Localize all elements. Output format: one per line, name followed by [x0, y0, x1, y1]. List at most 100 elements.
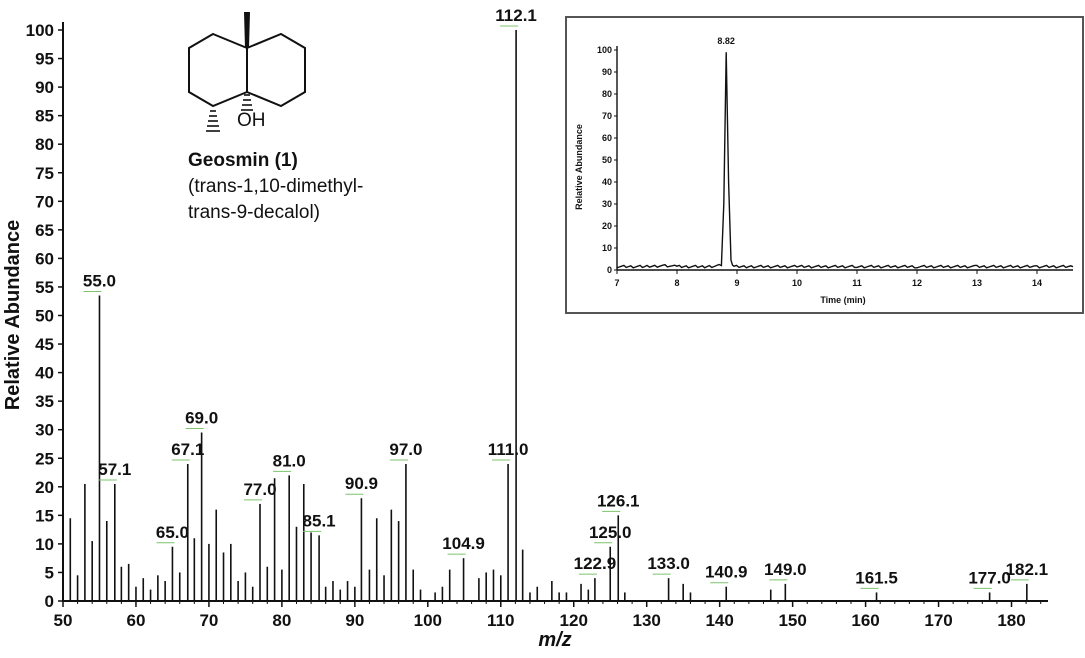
x-tick-label: 120 [560, 611, 588, 630]
inset-y-tick-label: 90 [602, 67, 612, 77]
inset-y-tick-label: 70 [602, 111, 612, 121]
peak-label: 55.0 [83, 272, 116, 291]
inset-y-tick-label: 0 [607, 265, 612, 275]
x-tick-label: 80 [272, 611, 291, 630]
inset-axes: 0 10 20 30 40 50 60 70 80 90 100 7 8 9 10 11 12 13 14 [597, 45, 1073, 288]
y-tick-label: 25 [35, 449, 54, 468]
peak-label: 97.0 [389, 440, 422, 459]
peak-label: 69.0 [185, 409, 218, 428]
peak-label: 111.0 [488, 440, 529, 459]
peak-label: 140.9 [705, 563, 748, 582]
hashed-bond-methyl [206, 110, 220, 132]
peak-label: 182.1 [1006, 560, 1049, 579]
inset-frame [565, 16, 1084, 314]
spectrum-peaks [69, 30, 1028, 601]
x-tick-label: 160 [851, 611, 879, 630]
inset-x-axis-label: Time (min) [820, 295, 865, 305]
y-tick-label: 15 [35, 506, 54, 525]
y-tick-label: 0 [45, 592, 54, 611]
x-tick-label: 60 [127, 611, 146, 630]
y-tick-label: 70 [35, 192, 54, 211]
main-axes: 0510152025303540455055606570758085909510… [26, 21, 1048, 630]
compound-name: Geosmin (1) [188, 150, 298, 171]
y-tick-label: 55 [35, 278, 54, 297]
peak-label: 112.1 [495, 6, 537, 25]
peak-label: 104.9 [442, 534, 485, 553]
y-tick-label: 75 [35, 164, 54, 183]
x-tick-label: 50 [54, 611, 73, 630]
inset-x-tick-label: 8 [674, 278, 679, 288]
inset-x-tick-label: 11 [852, 278, 862, 288]
inset-x-tick-label: 9 [734, 278, 739, 288]
x-tick-label: 90 [345, 611, 364, 630]
x-tick-label: 110 [487, 611, 514, 630]
inset-x-tick-label: 7 [614, 278, 619, 288]
inset-x-tick-label: 10 [792, 278, 802, 288]
y-tick-label: 65 [35, 221, 54, 240]
peak-label: 126.1 [597, 491, 640, 510]
peak-labels: 55.0 57.1 65.0 67.1 69.0 77.0 81.0 85.1 90.9 97.0… [83, 6, 1049, 589]
compound-iupac-line2: trans-9-decalol) [188, 202, 320, 223]
peak-label: 125.0 [589, 523, 632, 542]
geosmin-structure [188, 12, 306, 132]
peak-label: 57.1 [98, 460, 131, 479]
peak-label: 161.5 [855, 568, 898, 587]
peak-label: 90.9 [345, 474, 378, 493]
inset-y-tick-label: 100 [597, 45, 612, 55]
retention-time-label: 8.82 [717, 36, 735, 46]
peak-label: 67.1 [171, 440, 204, 459]
inset-y-axis-label: Relative Abundance [574, 124, 584, 210]
chromatogram-trace [616, 52, 1074, 269]
x-axis-label: m/z [538, 629, 571, 651]
inset-y-tick-label: 40 [602, 177, 612, 187]
x-tick-label: 130 [633, 611, 661, 630]
x-tick-label: 180 [997, 611, 1025, 630]
inset-y-tick-label: 60 [602, 133, 612, 143]
y-tick-label: 5 [45, 563, 54, 582]
y-tick-label: 20 [35, 478, 54, 497]
peak-label: 177.0 [968, 568, 1011, 587]
y-tick-label: 30 [35, 421, 54, 440]
oh-label: OH [237, 110, 266, 131]
wedge-bond [244, 12, 250, 48]
x-tick-label: 170 [924, 611, 952, 630]
peak-label: 77.0 [243, 480, 276, 499]
inset-y-tick-label: 10 [602, 243, 612, 253]
chromatogram-inset: 0 10 20 30 40 50 60 70 80 90 100 7 8 9 10 11 12 13 14 8.82… [565, 16, 1084, 314]
peak-label: 85.1 [303, 511, 336, 530]
peak-label: 65.0 [156, 523, 189, 542]
peak-label: 122.9 [574, 554, 617, 573]
inset-y-tick-label: 30 [602, 199, 612, 209]
inset-x-tick-label: 14 [1032, 278, 1042, 288]
hashed-bond-oh [241, 94, 253, 111]
y-tick-label: 95 [35, 50, 54, 69]
inset-y-tick-label: 80 [602, 89, 612, 99]
y-tick-label: 45 [35, 335, 54, 354]
y-tick-label: 10 [35, 535, 54, 554]
y-tick-label: 60 [35, 249, 54, 268]
x-tick-label: 70 [199, 611, 218, 630]
y-tick-label: 85 [35, 107, 54, 126]
y-tick-label: 90 [35, 78, 54, 97]
inset-y-tick-label: 50 [602, 155, 612, 165]
mass-spectrum-chart: 0510152025303540455055606570758085909510… [2, 6, 1048, 651]
y-tick-label: 40 [35, 364, 54, 383]
y-tick-label: 80 [35, 135, 54, 154]
x-tick-label: 100 [414, 611, 442, 630]
y-tick-label: 35 [35, 392, 54, 411]
left-ring [188, 32, 248, 108]
peak-label: 149.0 [764, 560, 807, 579]
x-tick-label: 150 [778, 611, 806, 630]
inset-y-tick-label: 20 [602, 221, 612, 231]
peak-label: 133.0 [647, 554, 690, 573]
inset-x-tick-label: 12 [912, 278, 922, 288]
y-axis-label: Relative Abundance [2, 220, 24, 410]
y-tick-label: 50 [35, 307, 54, 326]
y-tick-label: 100 [26, 21, 54, 40]
compound-iupac-line1: (trans-1,10-dimethyl- [188, 176, 363, 197]
right-ring [246, 32, 306, 108]
peak-label: 81.0 [273, 451, 306, 470]
inset-x-tick-label: 13 [972, 278, 982, 288]
